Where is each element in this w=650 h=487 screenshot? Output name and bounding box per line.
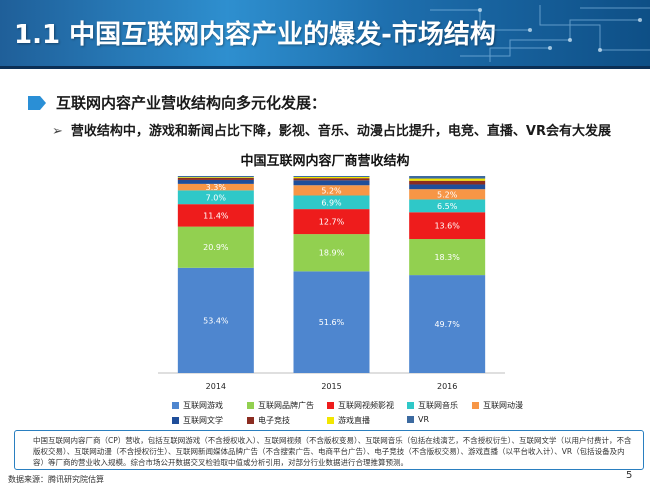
x-tick-label: 2016 xyxy=(437,382,457,391)
legend-item: 游戏直播 xyxy=(327,415,370,426)
slide-title: 1.1 中国互联网内容产业的爆发-市场结构 xyxy=(14,20,496,50)
heading-text: 互联网内容产业营收结构向多元化发展： xyxy=(56,94,327,112)
bullet-text: 营收结构中，游戏和新闻占比下降，影视、音乐、动漫占比提升，电竞、直播、VR会有大… xyxy=(70,124,611,139)
bar-segment-2016-6 xyxy=(409,184,486,190)
legend-swatch xyxy=(247,402,254,409)
data-label: 11.4% xyxy=(203,211,229,220)
bar-segment-2015-2 xyxy=(293,234,370,272)
arrow-tag-icon xyxy=(28,96,46,110)
x-tick-label: 2015 xyxy=(321,382,341,391)
legend-item: 互联网品牌广告 xyxy=(247,400,314,411)
bar-segment-2015-5 xyxy=(293,185,370,196)
bar-segment-2014-2 xyxy=(177,226,254,268)
bar-segment-2016-4 xyxy=(409,199,486,213)
data-label: 13.6% xyxy=(434,222,460,231)
bar-segment-2016-1 xyxy=(409,275,486,373)
legend-item: 互联网文学 xyxy=(172,415,223,426)
legend-swatch xyxy=(327,417,334,424)
bullet-arrow-icon: ➢ xyxy=(52,124,63,139)
bar-segment-2016-9 xyxy=(409,176,486,179)
page-number: 5 xyxy=(626,470,633,481)
title-separator xyxy=(0,66,650,69)
circuit-decoration xyxy=(430,5,650,62)
legend-label: 互联网文学 xyxy=(183,416,223,425)
legend-label: 电子竞技 xyxy=(258,416,290,425)
legend-swatch xyxy=(172,402,179,409)
legend-label: 游戏直播 xyxy=(338,416,370,425)
legend-label: 互联网品牌广告 xyxy=(258,401,314,410)
bar-segment-2015-8 xyxy=(293,176,370,179)
legend-swatch xyxy=(247,417,254,424)
bar-segment-2014-7 xyxy=(177,177,254,180)
x-tick-label: 2014 xyxy=(206,382,226,391)
bar-segment-2014-6 xyxy=(177,179,254,184)
data-label: 6.5% xyxy=(437,202,458,211)
legend-item: 互联网动漫 xyxy=(472,400,523,411)
bar-segment-2014-9 xyxy=(177,176,254,178)
legend-item: 互联网游戏 xyxy=(172,400,223,411)
data-label: 3.3% xyxy=(206,183,227,192)
legend-label: 互联网音乐 xyxy=(418,401,458,410)
bar-segment-2015-3 xyxy=(293,209,370,235)
data-label: 51.6% xyxy=(319,318,345,327)
legend-item: 互联网视频影视 xyxy=(327,400,394,411)
data-label: 53.4% xyxy=(203,316,229,325)
legend-swatch xyxy=(407,402,414,409)
data-source: 数据来源：腾讯研究院估算 xyxy=(8,475,104,484)
section-heading: 互联网内容产业营收结构向多元化发展： xyxy=(16,90,636,118)
legend-swatch xyxy=(407,416,414,423)
bar-segment-2016-7 xyxy=(409,180,486,185)
bar-segment-2015-7 xyxy=(293,178,370,181)
legend-swatch xyxy=(327,402,334,409)
data-label: 7.0% xyxy=(206,193,227,202)
legend-swatch xyxy=(172,417,179,424)
bar-segment-2015-4 xyxy=(293,195,370,210)
legend-item: 互联网音乐 xyxy=(407,400,458,411)
title-banner: 1.1 中国互联网内容产业的爆发-市场结构 xyxy=(0,0,650,66)
bar-segment-2014-5 xyxy=(177,183,254,191)
bar-segment-2016-2 xyxy=(409,239,486,276)
legend-label: VR xyxy=(418,415,430,424)
data-label: 20.9% xyxy=(203,243,229,252)
data-label: 5.2% xyxy=(437,190,458,199)
note-text: 中国互联网内容厂商（CP）营收，包括互联网游戏（不含授权收入）、互联网视频（不含… xyxy=(33,436,632,467)
chart-title: 中国互联网内容厂商营收结构 xyxy=(240,154,410,169)
bar-segment-2015-6 xyxy=(293,180,370,186)
bar-segment-2016-8 xyxy=(409,178,486,181)
bar-segment-2015-1 xyxy=(293,271,370,373)
legend-label: 互联网视频影视 xyxy=(338,401,394,410)
data-label: 49.7% xyxy=(434,320,460,329)
bar-segment-2014-8 xyxy=(177,177,254,178)
data-label: 18.3% xyxy=(434,253,460,262)
legend-item: VR xyxy=(407,415,429,424)
data-label: 5.2% xyxy=(321,186,342,195)
bar-segment-2016-5 xyxy=(409,189,486,200)
bullet-point: ➢ 营收结构中，游戏和新闻占比下降，影视、音乐、动漫占比提升，电竞、直播、VR会有… xyxy=(52,120,611,139)
bar-segment-2015-9 xyxy=(293,176,370,177)
bar-segment-2014-1 xyxy=(177,267,254,373)
data-label: 18.9% xyxy=(319,249,345,258)
bar-segment-2014-4 xyxy=(177,190,254,205)
legend-label: 互联网动漫 xyxy=(483,401,523,410)
legend-item: 电子竞技 xyxy=(247,415,290,426)
data-label: 12.7% xyxy=(319,218,345,227)
bar-segment-2016-3 xyxy=(409,212,486,240)
bar-segment-2014-3 xyxy=(177,204,254,227)
legend-swatch xyxy=(472,402,479,409)
methodology-note: 中国互联网内容厂商（CP）营收，包括互联网游戏（不含授权收入）、互联网视频（不含… xyxy=(14,430,644,470)
legend-label: 互联网游戏 xyxy=(183,401,223,410)
data-label: 6.9% xyxy=(321,198,342,207)
